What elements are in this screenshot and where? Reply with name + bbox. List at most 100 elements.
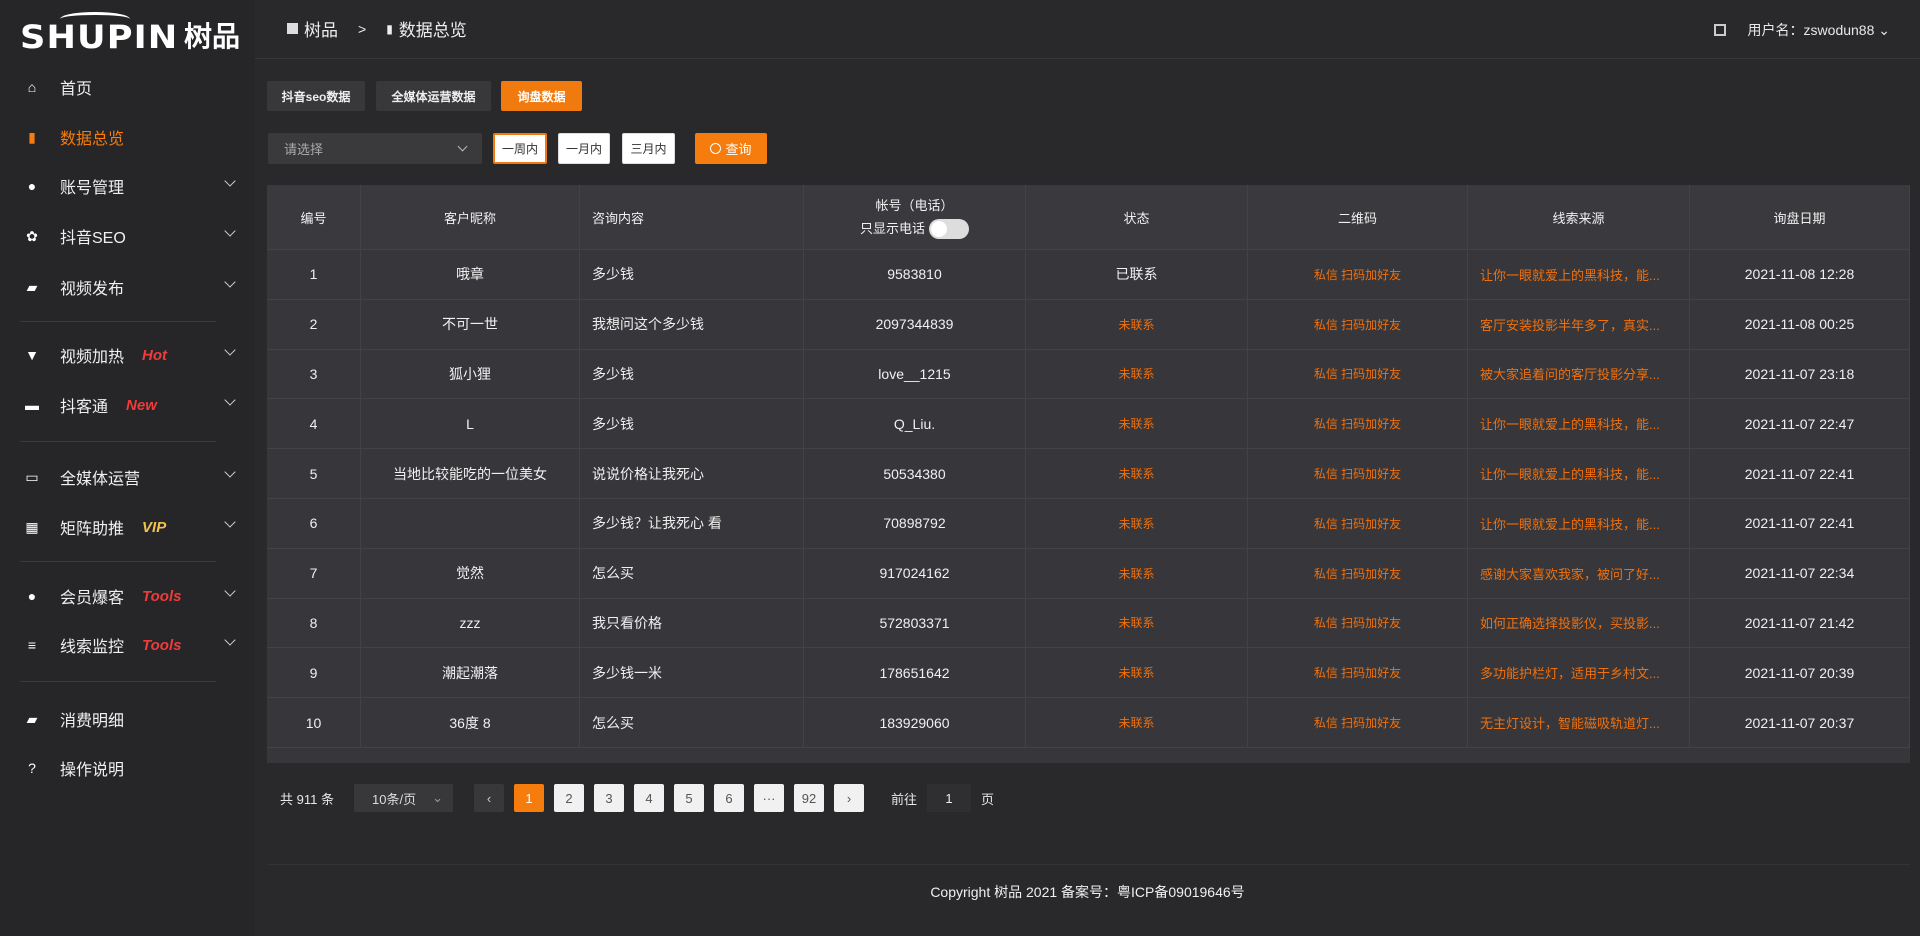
page-button[interactable]: 3 [594, 784, 624, 812]
cell-source[interactable]: 让你一眼就爱上的黑科技，能... [1468, 250, 1690, 300]
chevron-down-icon [224, 516, 236, 528]
cell-source[interactable]: 被大家追着问的客厅投影分享... [1468, 349, 1690, 400]
column-header: 线索来源 [1468, 185, 1690, 250]
username: 用户名：zswodun88 [1747, 22, 1875, 38]
sidebar-item-10[interactable]: ≡ 线索监控 Tools [24, 627, 236, 663]
next-page-button[interactable]: › [834, 784, 864, 812]
breadcrumb-separator: > [358, 20, 367, 37]
goto-suffix: 页 [981, 791, 995, 807]
tab-inquiry[interactable]: 询盘数据 [501, 81, 582, 111]
logo-text-cn: 树品 [183, 21, 240, 52]
gear-icon: ✿ [26, 227, 38, 244]
qr-action-link[interactable]: 私信 扫码加好友 [1248, 399, 1468, 450]
camera-icon: ▰ [26, 278, 38, 295]
cell-source[interactable]: 让你一眼就爱上的黑科技，能... [1468, 399, 1690, 450]
sidebar-badge: New [126, 396, 157, 414]
cell-date: 2021-11-07 20:37 [1690, 698, 1910, 748]
cell-nickname: 36度 8 [361, 698, 580, 748]
qr-action-link[interactable]: 私信 扫码加好友 [1248, 349, 1468, 400]
sidebar-item-5[interactable]: ▼ 视频加热 Hot [24, 337, 236, 373]
status-badge: 未联系 [1026, 548, 1248, 599]
range-week-button[interactable]: 一周内 [493, 133, 547, 164]
page-button[interactable]: 4 [634, 784, 664, 812]
sidebar-item-label: 视频加热 [60, 349, 125, 366]
qr-action-link[interactable]: 私信 扫码加好友 [1248, 598, 1468, 649]
qr-action-link[interactable]: 私信 扫码加好友 [1248, 449, 1468, 499]
cell-date: 2021-11-08 00:25 [1690, 299, 1910, 350]
user-icon: ● [27, 178, 37, 194]
cell-source[interactable]: 客厅安装投影半年多了，真实... [1468, 299, 1690, 350]
cell-date: 2021-11-07 22:34 [1690, 548, 1910, 599]
fullscreen-icon[interactable] [1713, 24, 1726, 36]
qr-action-link[interactable]: 私信 扫码加好友 [1248, 548, 1468, 599]
cell-date: 2021-11-08 12:28 [1690, 250, 1910, 300]
cell-date: 2021-11-07 22:47 [1690, 399, 1910, 450]
qr-action-link[interactable]: 私信 扫码加好友 [1248, 648, 1468, 699]
phone-only-toggle[interactable] [929, 219, 969, 240]
sidebar-item-label: 线索监控 [60, 639, 125, 656]
cell-date: 2021-11-07 22:41 [1690, 499, 1910, 549]
chevron-down-icon [224, 466, 236, 478]
user-menu[interactable]: 用户名：zswodun88 ⌄ [1748, 20, 1890, 40]
doc-icon [287, 23, 298, 34]
cell-date: 2021-11-07 22:41 [1690, 449, 1910, 499]
sidebar-divider [20, 321, 216, 322]
sidebar-item-6[interactable]: ▬ 抖客通 New [24, 387, 236, 423]
qr-action-link[interactable]: 私信 扫码加好友 [1248, 499, 1468, 549]
qr-action-link[interactable]: 私信 扫码加好友 [1248, 299, 1468, 350]
sidebar-divider [20, 681, 216, 682]
logo: SHUPIN 树品 [20, 12, 240, 54]
tab-all-media[interactable]: 全媒体运营数据 [376, 81, 491, 111]
breadcrumb-home[interactable]: 树品 [304, 21, 338, 40]
cell-date: 2021-11-07 23:18 [1690, 349, 1910, 400]
sidebar-divider [20, 561, 216, 562]
cell-account: 178651642 [804, 648, 1026, 699]
sidebar-item-1[interactable]: ▮ 数据总览 [24, 119, 234, 155]
qr-action-link[interactable]: 私信 扫码加好友 [1248, 250, 1468, 300]
goto-input[interactable]: 1 [927, 784, 971, 812]
column-header: 帐号（电话） 只显示电话 [804, 185, 1026, 250]
sidebar-item-4[interactable]: ▰ 视频发布 [24, 269, 236, 305]
cell-nickname: 当地比较能吃的一位美女 [361, 449, 580, 499]
query-button[interactable]: 查询 [695, 133, 767, 164]
page-button[interactable]: 5 [674, 784, 704, 812]
inquiry-table: 编号 客户昵称 咨询内容 帐号（电话） 只显示电话 状态 二维码 线索来源 询盘日期 1 哦章 多少钱… [267, 185, 1910, 763]
cell-id: 9 [267, 648, 361, 699]
sidebar-item-2[interactable]: ● 账号管理 [24, 168, 236, 204]
range-3month-button[interactable]: 三月内 [622, 133, 675, 164]
cell-content: 怎么买 [580, 548, 804, 599]
prev-page-button[interactable]: ‹ [474, 784, 504, 812]
page-button[interactable]: ··· [754, 784, 784, 812]
page-button[interactable]: 1 [514, 784, 544, 812]
page-button[interactable]: 6 [714, 784, 744, 812]
sidebar-item-9[interactable]: ● 会员爆客 Tools [24, 578, 236, 614]
phone-toggle-label: 只显示电话 [859, 220, 925, 236]
page-button[interactable]: 92 [794, 784, 824, 812]
tab-douyin-seo[interactable]: 抖音seo数据 [267, 81, 365, 111]
qr-action-link[interactable]: 私信 扫码加好友 [1248, 698, 1468, 748]
status-badge: 未联系 [1026, 299, 1248, 350]
cell-date: 2021-11-07 20:39 [1690, 648, 1910, 699]
sidebar-item-11[interactable]: ▰ 消费明细 [24, 701, 234, 737]
source-select[interactable]: 请选择 [268, 133, 482, 164]
member-icon: ● [27, 588, 37, 604]
sidebar-item-0[interactable]: ⌂ 首页 [24, 69, 234, 105]
cell-content: 多少钱一米 [580, 648, 804, 699]
sidebar-item-3[interactable]: ✿ 抖音SEO [24, 218, 236, 254]
cell-source[interactable]: 感谢大家喜欢我家，被问了好... [1468, 548, 1690, 599]
cell-source[interactable]: 让你一眼就爱上的黑科技，能... [1468, 449, 1690, 499]
page-button[interactable]: 2 [554, 784, 584, 812]
cell-source[interactable]: 让你一眼就爱上的黑科技，能... [1468, 499, 1690, 549]
column-header-label: 帐号（电话） [875, 197, 954, 213]
cell-account: 2097344839 [804, 299, 1026, 350]
range-month-button[interactable]: 一月内 [558, 133, 610, 164]
sidebar-item-8[interactable]: ▦ 矩阵助推 VIP [24, 509, 236, 545]
page-size-select[interactable]: 10条/页 ⌄ [354, 784, 453, 812]
cell-source[interactable]: 多功能护栏灯，适用于乡村文... [1468, 648, 1690, 699]
chevron-down-icon [224, 634, 236, 646]
cell-content: 多少钱 [580, 250, 804, 300]
cell-source[interactable]: 无主灯设计，智能磁吸轨道灯... [1468, 698, 1690, 748]
sidebar-item-7[interactable]: ▭ 全媒体运营 [24, 459, 236, 495]
cell-source[interactable]: 如何正确选择投影仪，买投影... [1468, 598, 1690, 649]
sidebar-item-12[interactable]: ? 操作说明 [24, 750, 234, 786]
